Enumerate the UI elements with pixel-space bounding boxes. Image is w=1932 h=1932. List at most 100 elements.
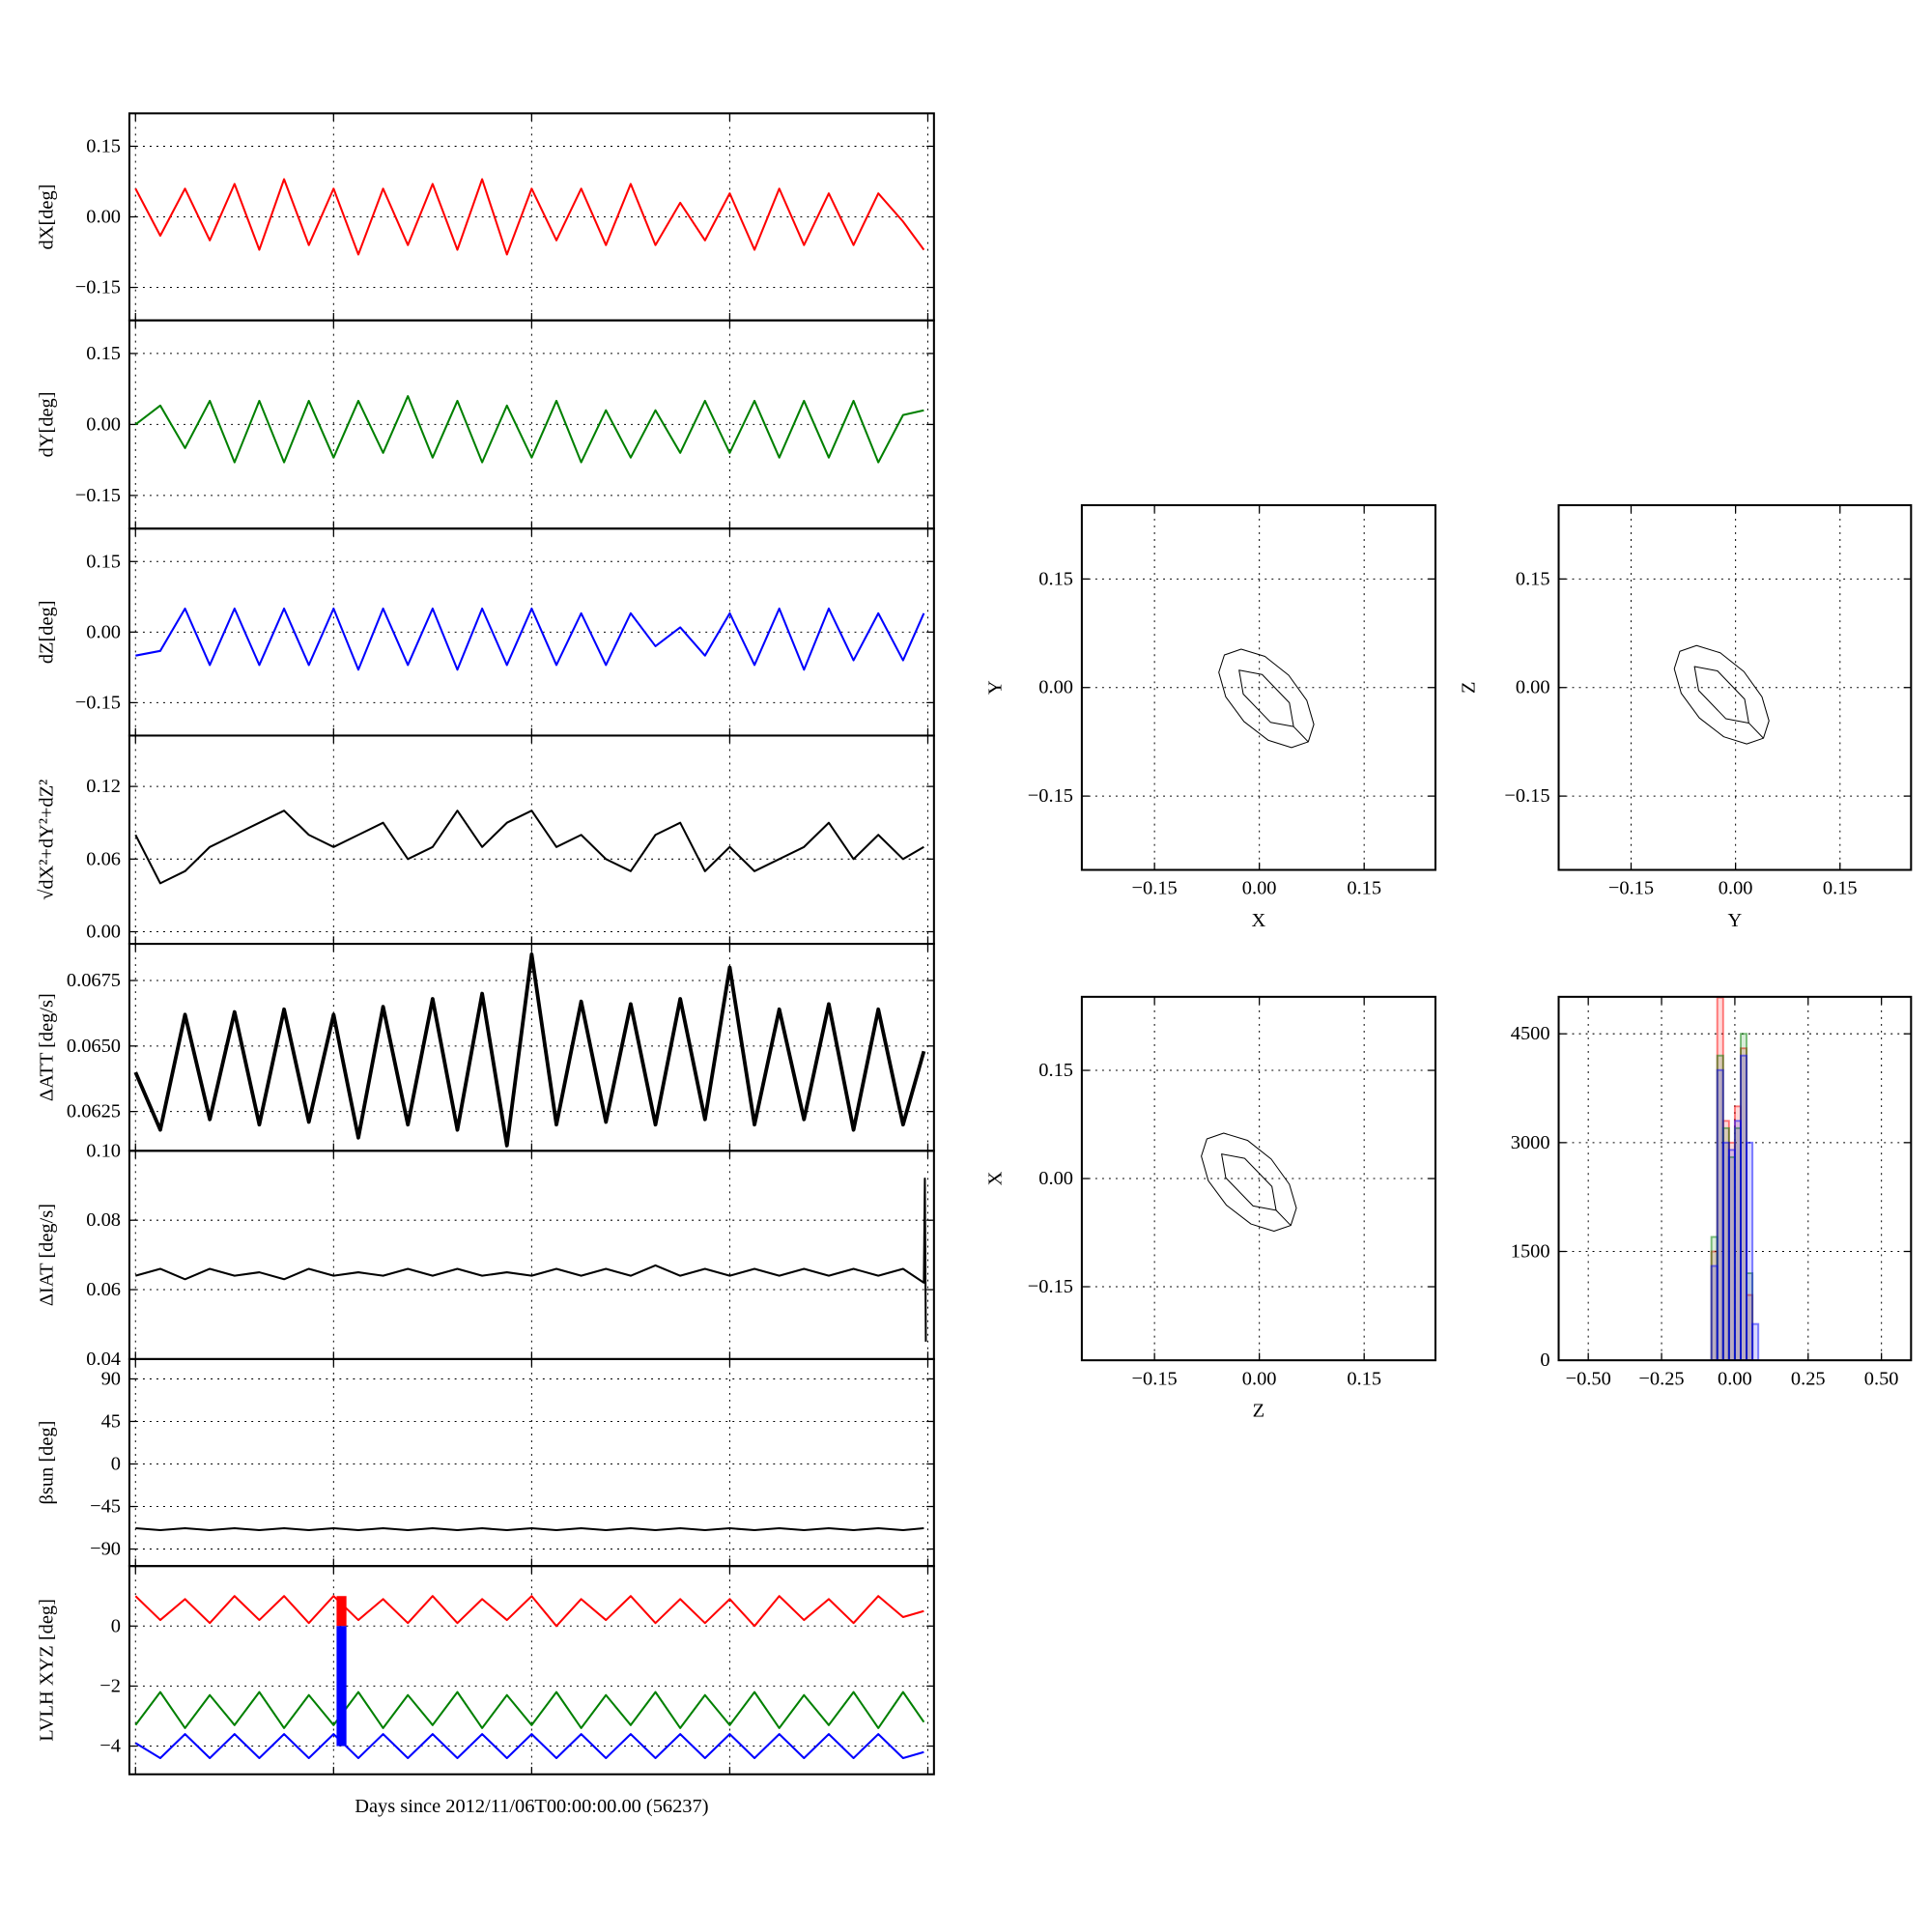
hist-bar <box>1751 1322 1760 1361</box>
y-tick-label: 0.06 <box>86 1279 121 1300</box>
y-tick-label: 0.00 <box>86 922 121 943</box>
x-tick-label: 0.00 <box>1242 1368 1277 1389</box>
y-tick-label: 3000 <box>1511 1132 1550 1153</box>
plot-area <box>1673 644 1770 745</box>
x-axis-label: Y <box>1728 910 1743 931</box>
y-tick-label: 0.08 <box>86 1209 121 1231</box>
plot-area <box>135 607 925 671</box>
plot-area <box>135 1178 927 1342</box>
plot-area <box>134 394 924 464</box>
y-tick-label: 1500 <box>1511 1241 1550 1263</box>
marker-bar <box>336 1596 347 1627</box>
y-axis-label: dZ[deg] <box>36 600 57 664</box>
y-axis-label: Y <box>985 680 1007 695</box>
data-line <box>135 1178 927 1342</box>
y-tick-label: 90 <box>101 1368 121 1389</box>
y-axis-label: LVLH XYZ [deg] <box>36 1599 57 1742</box>
y-tick-label: 0.15 <box>86 343 121 364</box>
data-line <box>133 952 926 1148</box>
data-line <box>135 1527 924 1532</box>
data-line <box>134 1595 924 1628</box>
y-tick-label: 0.06 <box>86 848 121 869</box>
frame <box>1557 503 1913 871</box>
y-tick-label: 0.15 <box>1038 568 1073 589</box>
x-tick-label: −0.15 <box>1132 878 1178 899</box>
plot-area <box>1710 996 1760 1361</box>
y-tick-label: 0.0650 <box>67 1036 121 1057</box>
y-tick-label: 0.04 <box>86 1349 121 1370</box>
data-line <box>135 607 925 671</box>
y-tick-label: 0.12 <box>86 776 121 797</box>
y-tick-label: −2 <box>99 1675 121 1696</box>
x-tick-label: −0.50 <box>1566 1368 1611 1389</box>
y-tick-label: −0.15 <box>75 485 121 506</box>
data-line <box>1673 644 1770 745</box>
y-tick-label: −45 <box>90 1496 121 1518</box>
y-axis-label: dX[deg] <box>36 185 57 250</box>
plot-area <box>134 1595 925 1759</box>
x-tick-label: 0.00 <box>1242 878 1277 899</box>
y-tick-label: 0.10 <box>86 1140 121 1161</box>
y-axis-label: ΔIAT [deg/s] <box>36 1204 57 1306</box>
x-tick-label: 0.25 <box>1791 1368 1826 1389</box>
x-tick-label: 0.00 <box>1718 1368 1752 1389</box>
x-tick-label: −0.25 <box>1638 1368 1684 1389</box>
y-axis-label: ΔATT [deg/s] <box>36 993 57 1101</box>
plot-area <box>133 952 926 1148</box>
y-tick-label: −0.15 <box>75 692 121 713</box>
y-tick-label: 0.15 <box>1038 1060 1073 1081</box>
y-axis-label: √dX²+dY²+dZ² <box>36 780 57 900</box>
x-tick-label: 0.15 <box>1823 878 1858 899</box>
data-line <box>134 1690 925 1729</box>
x-tick-label: 0.15 <box>1347 1368 1381 1389</box>
x-tick-label: 0.50 <box>1864 1368 1899 1389</box>
y-tick-label: −4 <box>99 1736 121 1757</box>
x-axis-label: Z <box>1253 1400 1264 1421</box>
y-tick-label: −0.15 <box>1504 785 1549 807</box>
y-tick-label: 0 <box>111 1453 121 1474</box>
plot-area <box>134 178 925 256</box>
data-line <box>1201 1132 1297 1233</box>
frame <box>1557 995 1913 1362</box>
y-tick-label: −0.15 <box>1028 1276 1073 1297</box>
y-tick-label: 0.15 <box>1516 568 1550 589</box>
y-tick-label: 0.00 <box>1038 677 1073 698</box>
y-tick-label: 0.00 <box>1038 1168 1073 1189</box>
y-axis-label: βsun [deg] <box>36 1421 57 1505</box>
x-tick-label: −0.15 <box>1132 1368 1178 1389</box>
y-tick-label: 0.0675 <box>67 970 121 991</box>
y-tick-label: −0.15 <box>75 277 121 298</box>
data-line <box>134 178 925 256</box>
y-tick-label: 0.15 <box>86 551 121 572</box>
plot-area <box>1218 648 1315 749</box>
x-axis-label: Days since 2012/11/06T00:00:00.00 (56237… <box>355 1796 708 1817</box>
data-line <box>134 1733 924 1759</box>
y-tick-label: 0.00 <box>86 413 121 435</box>
frame <box>128 1565 935 1776</box>
y-tick-label: 4500 <box>1511 1023 1550 1044</box>
y-tick-label: −0.15 <box>1028 785 1073 807</box>
y-tick-label: 45 <box>101 1410 121 1432</box>
y-axis-label: dY[deg] <box>36 391 57 457</box>
frame <box>1080 995 1436 1362</box>
plot-area <box>1201 1132 1297 1233</box>
y-tick-label: 0.15 <box>86 135 121 156</box>
y-tick-label: 0.00 <box>86 206 121 227</box>
x-tick-label: 0.15 <box>1347 878 1381 899</box>
frame <box>1080 503 1436 871</box>
y-tick-label: 0.00 <box>86 621 121 642</box>
data-line <box>134 394 924 464</box>
y-tick-label: 0.0625 <box>67 1101 121 1122</box>
data-line <box>1218 648 1315 749</box>
x-tick-label: −0.15 <box>1608 878 1654 899</box>
x-tick-label: 0.00 <box>1719 878 1753 899</box>
y-tick-label: −90 <box>90 1539 121 1560</box>
plot-area <box>134 810 924 885</box>
marker-bar <box>336 1626 347 1747</box>
x-axis-label: X <box>1252 910 1266 931</box>
plot-area <box>135 1527 924 1532</box>
y-axis-label: X <box>985 1171 1007 1185</box>
y-axis-label: Z <box>1458 682 1479 694</box>
